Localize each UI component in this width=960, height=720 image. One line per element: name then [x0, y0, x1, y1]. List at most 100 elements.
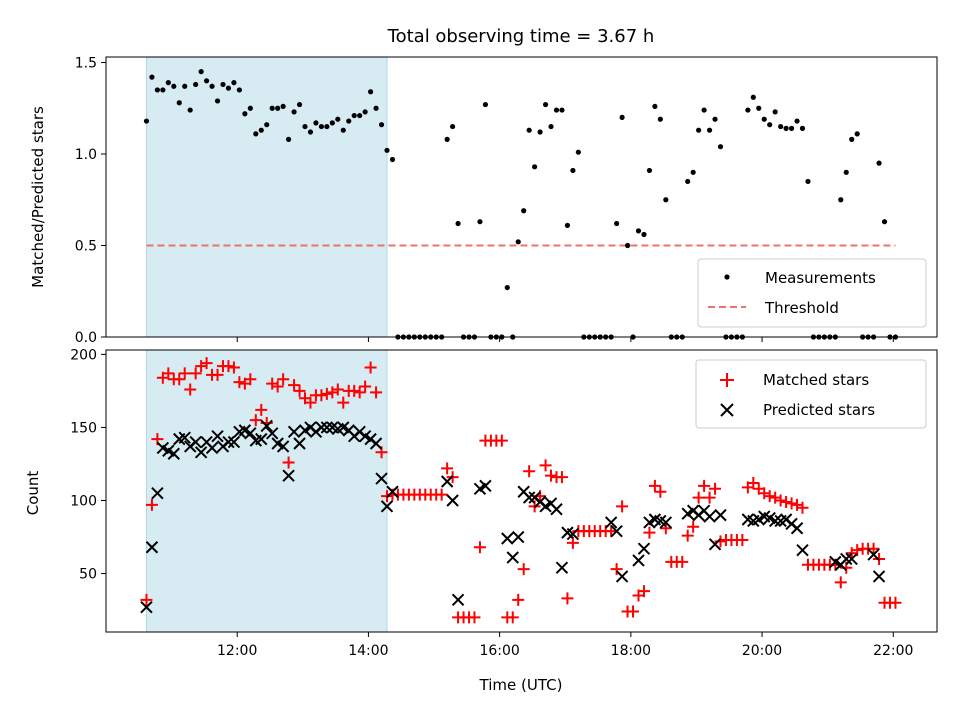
predicted-star-point — [501, 532, 514, 545]
measurement-point — [745, 107, 751, 113]
measurement-point — [515, 239, 521, 245]
measurement-point — [220, 81, 226, 88]
predicted-star-point — [320, 421, 334, 434]
predicted-star-point — [522, 491, 536, 504]
measurement-point — [357, 112, 363, 119]
matched-star-point — [539, 459, 552, 472]
top-legend-box — [697, 258, 927, 328]
measurement-point — [881, 219, 888, 225]
matched-star-point — [610, 563, 623, 576]
measurement-point — [521, 208, 527, 214]
measurement-point — [318, 123, 325, 130]
measurement-point — [176, 100, 182, 106]
measurement-point — [280, 103, 286, 110]
measurement-point — [450, 123, 456, 130]
measurement-point — [526, 127, 532, 133]
predicted-star-point — [659, 516, 673, 529]
measurement-point — [761, 116, 767, 122]
measurement-point — [264, 122, 270, 128]
measurement-point — [373, 105, 379, 111]
predicted-star-point — [768, 514, 782, 528]
matched-star-point — [763, 490, 776, 503]
matched-star-point — [758, 487, 771, 500]
top-shaded-region — [145, 56, 388, 338]
measurement-point — [624, 242, 631, 249]
measurement-point — [154, 87, 160, 93]
matched-star-point — [648, 479, 661, 492]
matched-star-point — [359, 380, 372, 393]
measurement-point — [849, 136, 855, 142]
predicted-star-point — [566, 527, 580, 541]
legend-predicted-marker — [720, 403, 734, 417]
measurement-point — [340, 127, 346, 133]
matched-star-point — [791, 498, 804, 511]
measurement-point — [477, 219, 483, 225]
measurement-point — [236, 87, 242, 93]
measurement-point — [564, 222, 571, 228]
measurement-point — [706, 127, 713, 133]
matched-star-point — [364, 361, 377, 374]
predicted-star-point — [714, 508, 727, 522]
measurement-point — [712, 116, 718, 122]
predicted-star-point — [227, 435, 241, 449]
measurement-point — [559, 107, 565, 113]
matched-star-point — [703, 491, 716, 504]
matched-star-point — [222, 360, 235, 373]
measurement-point — [772, 109, 778, 115]
matched-star-point — [747, 476, 760, 489]
matched-star-point — [654, 485, 667, 498]
measurement-point — [767, 122, 773, 128]
measurement-point — [548, 123, 554, 130]
predicted-star-point — [244, 427, 257, 440]
top-y-tick-label: 0.0 — [75, 330, 97, 346]
top-shade-layer — [145, 56, 388, 338]
bottom-shaded-region — [145, 349, 388, 633]
predicted-star-point — [211, 429, 224, 443]
matched-star-point — [566, 536, 579, 549]
measurement-point — [537, 129, 543, 135]
measurement-point — [258, 127, 264, 133]
measurement-point — [854, 131, 860, 137]
predicted-star-point — [703, 510, 716, 523]
predicted-star-point — [615, 570, 629, 583]
measurement-point — [291, 109, 297, 115]
bottom-y-tick-label: 50 — [79, 567, 97, 583]
measurement-point — [553, 107, 560, 113]
matched-star-point — [337, 396, 350, 409]
measurement-point — [198, 69, 204, 75]
measurement-point — [838, 197, 844, 203]
matched-star-point — [774, 494, 787, 507]
predicted-star-point — [151, 486, 164, 500]
predicted-star-point — [287, 425, 301, 439]
predicted-star-point — [282, 469, 295, 482]
measurement-point — [389, 156, 396, 163]
matched-star-point — [266, 377, 279, 390]
matched-star-point — [140, 593, 153, 606]
top-legend: Measurements Threshold — [697, 258, 927, 328]
predicted-star-point — [708, 538, 722, 551]
matched-star-point — [834, 576, 847, 589]
measurement-point — [193, 81, 199, 88]
bottom-legend-box — [695, 359, 927, 429]
bottom-axes-frame — [105, 349, 938, 633]
top-points-layer — [143, 69, 899, 340]
predicted-star-point — [446, 494, 459, 507]
measurement-point — [696, 127, 702, 133]
predicted-star-point — [386, 485, 399, 498]
x-tick-label: 20:00 — [742, 643, 782, 659]
predicted-star-point — [440, 475, 454, 488]
predicted-star-point — [632, 554, 645, 567]
predicted-star-point — [840, 552, 853, 566]
measurement-point — [482, 101, 489, 108]
predicted-star-point — [610, 524, 623, 538]
measurement-point — [788, 125, 795, 131]
matched-star-point — [523, 465, 536, 478]
measurement-point — [143, 118, 150, 124]
matched-star-point — [687, 520, 700, 533]
measurement-point — [242, 111, 248, 117]
matched-star-point — [353, 386, 366, 399]
predicted-star-point — [380, 500, 394, 513]
matched-star-point — [282, 456, 295, 469]
matched-star-point — [785, 497, 798, 510]
predicted-star-point — [790, 522, 804, 535]
